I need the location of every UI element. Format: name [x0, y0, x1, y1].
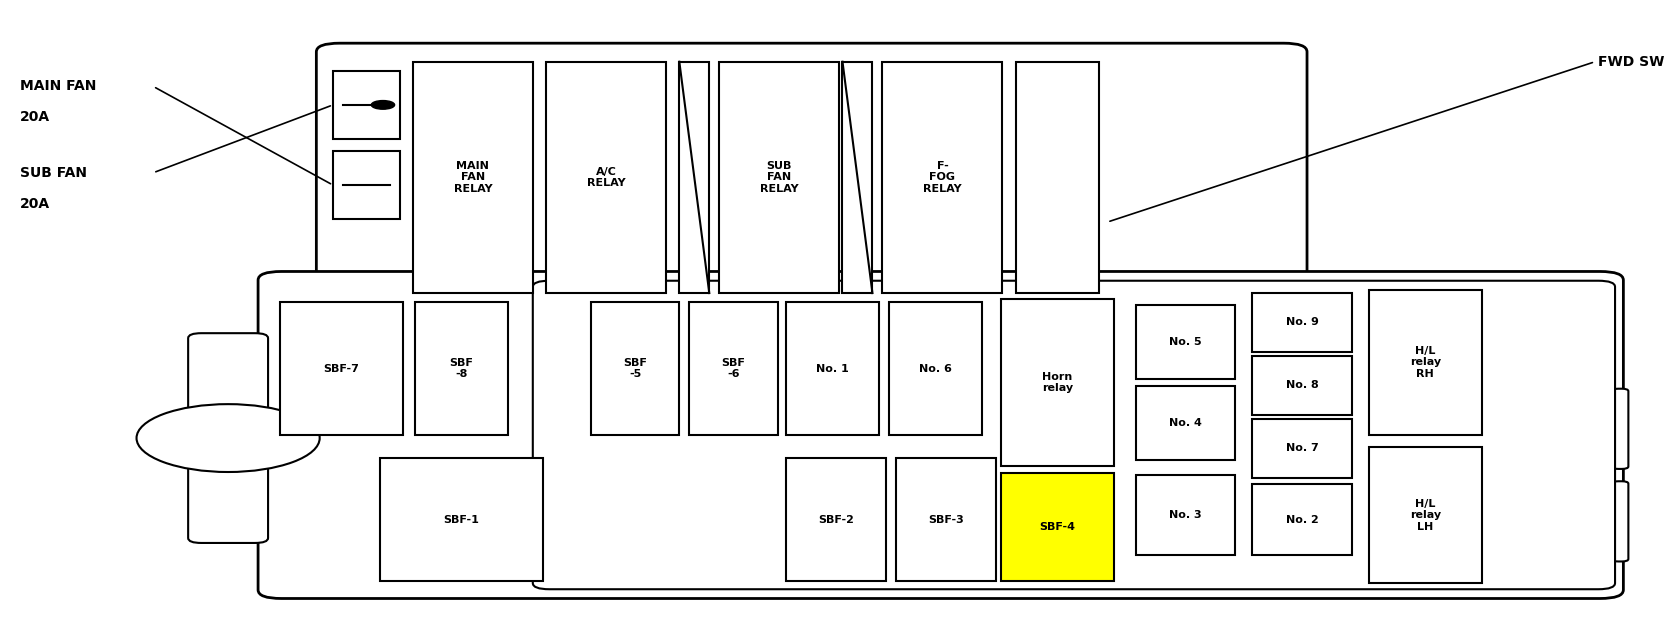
- Bar: [785, 458, 885, 581]
- Text: 20A: 20A: [20, 197, 50, 210]
- Bar: [785, 302, 879, 435]
- Text: No. 8: No. 8: [1285, 380, 1318, 391]
- Text: A/C
RELAY: A/C RELAY: [586, 167, 626, 188]
- Text: SUB
FAN
RELAY: SUB FAN RELAY: [759, 161, 799, 194]
- FancyBboxPatch shape: [1611, 389, 1627, 469]
- FancyBboxPatch shape: [188, 333, 268, 543]
- Bar: [1251, 293, 1351, 352]
- Text: SBF-7: SBF-7: [323, 363, 359, 374]
- Text: No. 9: No. 9: [1285, 317, 1318, 328]
- Bar: [679, 62, 709, 293]
- Bar: [1135, 305, 1235, 379]
- Text: No. 6: No. 6: [919, 363, 952, 374]
- Text: SUB FAN: SUB FAN: [20, 166, 87, 180]
- Bar: [889, 302, 982, 435]
- Bar: [546, 62, 666, 293]
- Bar: [333, 151, 399, 219]
- FancyBboxPatch shape: [532, 281, 1614, 589]
- Text: H/L
relay
RH: H/L relay RH: [1409, 346, 1439, 379]
- Text: 20A: 20A: [20, 110, 50, 124]
- Text: No. 2: No. 2: [1285, 515, 1318, 525]
- Bar: [719, 62, 839, 293]
- Bar: [1368, 290, 1481, 435]
- Text: MAIN FAN: MAIN FAN: [20, 80, 97, 93]
- Text: SBF
-8: SBF -8: [449, 358, 473, 379]
- Text: No. 7: No. 7: [1285, 443, 1318, 453]
- Text: MAIN
FAN
RELAY: MAIN FAN RELAY: [453, 161, 493, 194]
- Text: SBF-3: SBF-3: [927, 515, 963, 524]
- Bar: [1135, 475, 1235, 555]
- Text: FWD SWITCH: FWD SWITCH: [1597, 55, 1664, 68]
- Text: H/L
relay
LH: H/L relay LH: [1409, 499, 1439, 532]
- Text: No. 5: No. 5: [1168, 337, 1201, 347]
- Bar: [842, 62, 872, 293]
- Bar: [1368, 447, 1481, 583]
- Text: No. 1: No. 1: [815, 363, 849, 374]
- Text: No. 4: No. 4: [1168, 418, 1201, 428]
- Text: Horn
relay: Horn relay: [1042, 371, 1072, 394]
- FancyBboxPatch shape: [258, 271, 1622, 598]
- Text: F-
FOG
RELAY: F- FOG RELAY: [922, 161, 962, 194]
- Bar: [333, 71, 399, 139]
- Circle shape: [371, 101, 394, 109]
- Bar: [414, 302, 508, 435]
- FancyBboxPatch shape: [316, 43, 1306, 308]
- Bar: [280, 302, 403, 435]
- Bar: [379, 458, 542, 581]
- Bar: [1135, 386, 1235, 460]
- Circle shape: [136, 404, 319, 472]
- Text: SBF
-6: SBF -6: [721, 358, 745, 379]
- Text: No. 3: No. 3: [1168, 510, 1201, 520]
- Bar: [882, 62, 1002, 293]
- Bar: [1000, 473, 1113, 581]
- Text: SBF-4: SBF-4: [1038, 522, 1075, 532]
- Bar: [1251, 356, 1351, 415]
- Text: SBF-1: SBF-1: [443, 515, 479, 524]
- FancyBboxPatch shape: [1611, 481, 1627, 561]
- Bar: [689, 302, 777, 435]
- Bar: [1000, 299, 1113, 466]
- Bar: [1251, 419, 1351, 478]
- Text: SBF-2: SBF-2: [817, 515, 854, 524]
- Text: SBF
-5: SBF -5: [622, 358, 647, 379]
- Bar: [1015, 62, 1098, 293]
- Bar: [413, 62, 532, 293]
- Bar: [591, 302, 679, 435]
- Bar: [895, 458, 995, 581]
- Bar: [1251, 484, 1351, 555]
